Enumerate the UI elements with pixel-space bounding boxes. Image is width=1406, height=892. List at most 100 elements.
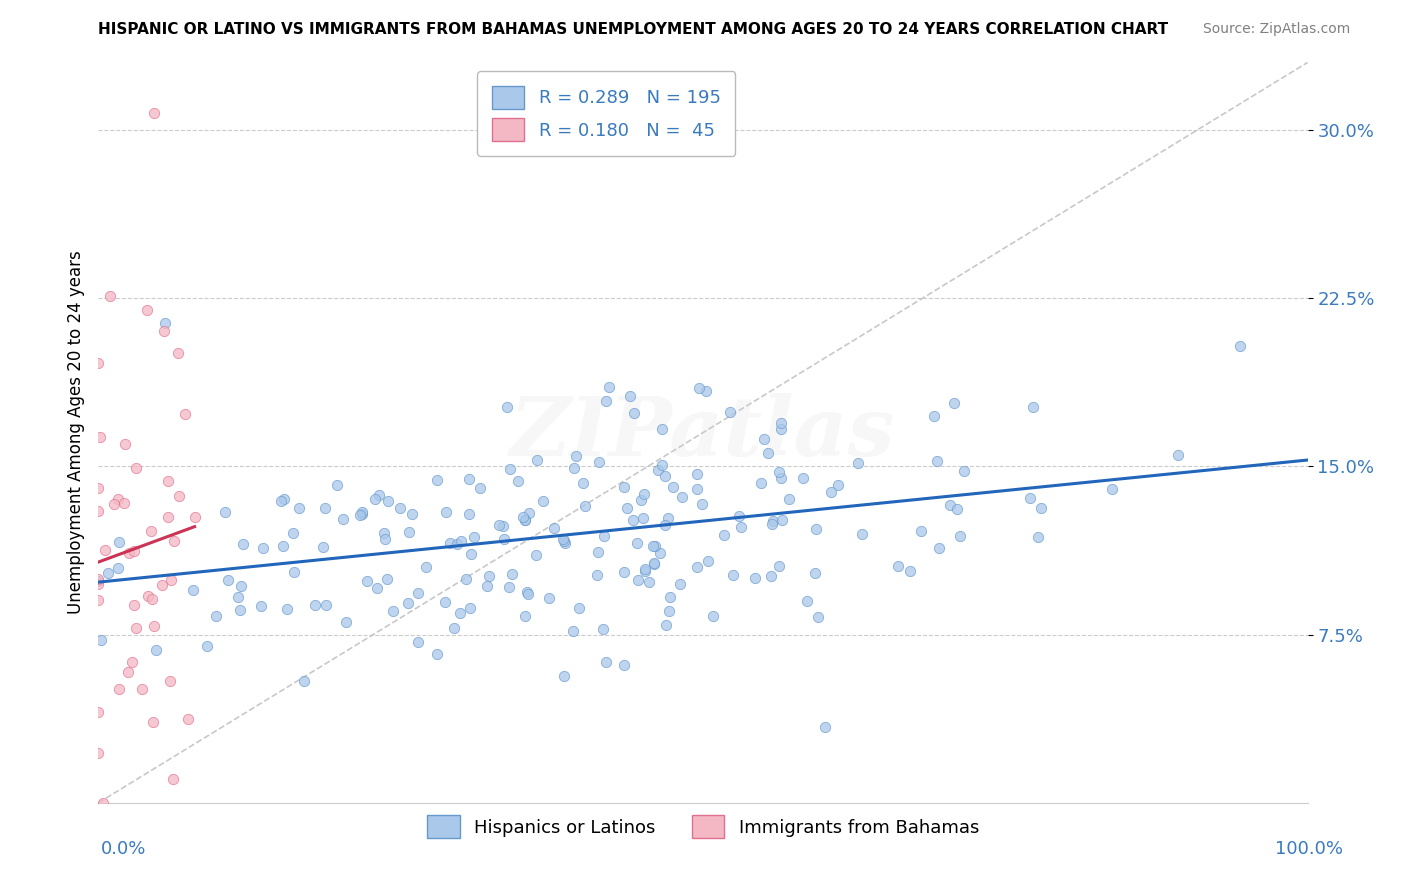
Point: [585, 568, 607, 582]
Point: [142, 619, 165, 633]
Point: [768, 558, 790, 573]
Point: [1029, 501, 1052, 516]
Point: [723, 568, 745, 582]
Point: [142, 714, 165, 729]
Point: [270, 494, 292, 508]
Point: [925, 453, 948, 467]
Point: [658, 590, 681, 604]
Point: [426, 473, 449, 487]
Point: [217, 573, 239, 587]
Point: [1019, 491, 1042, 505]
Point: [943, 396, 966, 410]
Point: [450, 533, 472, 548]
Point: [478, 569, 501, 583]
Point: [107, 682, 129, 697]
Point: [643, 557, 665, 571]
Point: [595, 394, 617, 409]
Point: [377, 494, 399, 508]
Point: [796, 594, 818, 608]
Point: [564, 449, 586, 463]
Point: [91, 796, 114, 810]
Point: [214, 505, 236, 519]
Point: [759, 569, 782, 583]
Point: [368, 488, 391, 502]
Point: [574, 499, 596, 513]
Point: [752, 433, 775, 447]
Point: [156, 509, 179, 524]
Point: [87, 706, 110, 720]
Point: [554, 536, 576, 550]
Point: [356, 574, 378, 589]
Point: [634, 562, 657, 576]
Point: [638, 575, 661, 590]
Point: [166, 346, 188, 360]
Text: ZIPatlas: ZIPatlas: [510, 392, 896, 473]
Point: [928, 541, 950, 555]
Point: [730, 519, 752, 533]
Point: [727, 508, 749, 523]
Y-axis label: Unemployment Among Ages 20 to 24 years: Unemployment Among Ages 20 to 24 years: [66, 251, 84, 615]
Point: [388, 501, 411, 516]
Point: [685, 482, 707, 496]
Point: [804, 566, 827, 580]
Point: [946, 501, 969, 516]
Point: [662, 479, 685, 493]
Point: [613, 479, 636, 493]
Point: [458, 600, 481, 615]
Point: [553, 669, 575, 683]
Point: [449, 606, 471, 620]
Point: [477, 579, 499, 593]
Point: [506, 475, 529, 489]
Point: [616, 500, 638, 515]
Point: [634, 564, 657, 578]
Point: [814, 720, 837, 734]
Point: [593, 528, 616, 542]
Point: [204, 609, 226, 624]
Point: [651, 422, 673, 436]
Point: [898, 565, 921, 579]
Point: [827, 478, 849, 492]
Point: [922, 409, 945, 424]
Point: [531, 493, 554, 508]
Point: [517, 587, 540, 601]
Point: [288, 500, 311, 515]
Point: [650, 546, 672, 560]
Point: [143, 106, 166, 120]
Point: [183, 510, 205, 524]
Point: [332, 512, 354, 526]
Point: [364, 491, 387, 506]
Point: [655, 617, 678, 632]
Point: [644, 539, 666, 553]
Point: [304, 598, 326, 612]
Point: [352, 505, 374, 519]
Point: [160, 574, 183, 588]
Point: [553, 532, 575, 546]
Point: [515, 513, 537, 527]
Point: [232, 537, 254, 551]
Point: [1229, 339, 1251, 353]
Point: [87, 481, 110, 495]
Point: [312, 540, 335, 554]
Point: [770, 513, 793, 527]
Point: [627, 573, 650, 587]
Point: [621, 513, 644, 527]
Point: [136, 303, 159, 318]
Point: [139, 524, 162, 539]
Point: [572, 476, 595, 491]
Point: [276, 602, 298, 616]
Point: [492, 519, 515, 533]
Point: [252, 541, 274, 555]
Point: [668, 576, 690, 591]
Point: [553, 533, 575, 548]
Point: [494, 533, 516, 547]
Point: [195, 640, 218, 654]
Point: [851, 527, 873, 541]
Point: [718, 405, 741, 419]
Point: [176, 712, 198, 726]
Point: [229, 603, 252, 617]
Point: [631, 511, 654, 525]
Legend: Hispanics or Latinos, Immigrants from Bahamas: Hispanics or Latinos, Immigrants from Ba…: [420, 808, 986, 846]
Point: [619, 389, 641, 403]
Point: [949, 529, 972, 543]
Text: 0.0%: 0.0%: [101, 840, 146, 858]
